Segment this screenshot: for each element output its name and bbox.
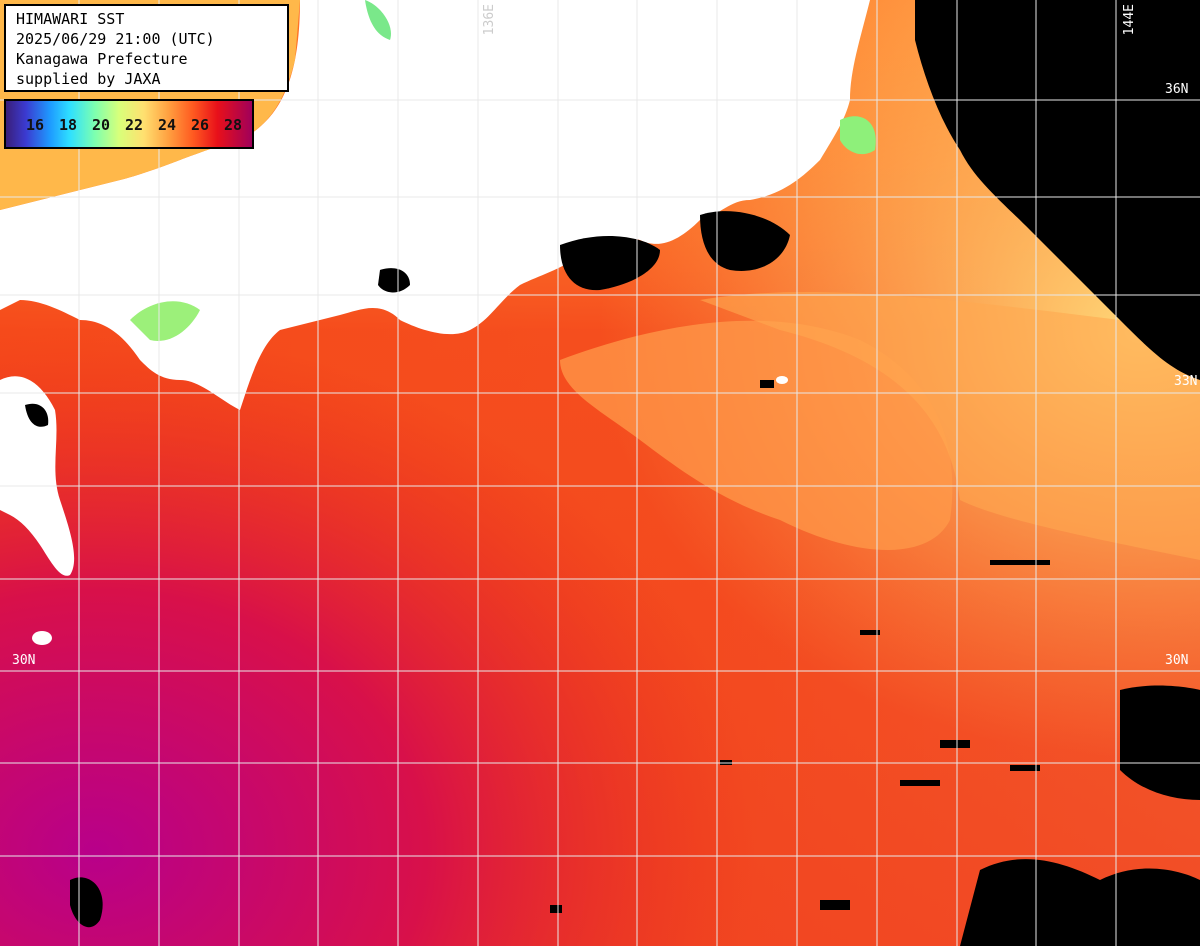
no-data-east [915,0,1200,380]
legend-values: 16 18 20 22 24 26 28 [26,116,257,134]
legend-value: 28 [224,116,243,134]
kuroshio-swirl [560,320,953,550]
legend-value: 16 [26,116,45,134]
coastal-green-patch [130,301,200,341]
info-title: HIMAWARI SST [16,10,125,28]
lat-label-36: 36N [1165,82,1189,97]
no-data-southeast [1120,685,1200,800]
no-data-coast-3 [378,268,410,293]
land-kyushu [0,376,75,576]
legend-value: 24 [158,116,177,134]
no-data-bottom-left [70,877,103,928]
land-islet [32,631,52,645]
legend-value: 18 [59,116,78,134]
lon-label-144: 144E [1122,4,1137,36]
temperature-legend: 16 18 20 22 24 26 28 [4,99,254,149]
info-datetime: 2025/06/29 21:00 (UTC) [16,30,215,48]
info-supplier: supplied by JAXA [16,70,161,88]
no-data-kyushu [25,403,49,427]
legend-value: 26 [191,116,210,134]
lat-label-30-left: 30N [12,653,36,668]
kuroshio-band [700,291,1200,560]
legend-value: 22 [125,116,144,134]
lat-label-30-right: 30N [1165,653,1189,668]
no-data-coast [560,235,660,291]
no-data-coast-2 [700,211,790,271]
land-hachijo [776,376,788,384]
lat-label-33: 33N [1174,374,1198,389]
lon-label-136: 136E [482,4,497,36]
info-box: HIMAWARI SST 2025/06/29 21:00 (UTC) Kana… [4,4,289,92]
coastal-green-patch-2 [840,116,876,155]
coastal-green-patch-3 [365,0,391,40]
land-honshu [0,0,870,410]
info-prefecture: Kanagawa Prefecture [16,50,188,68]
legend-value: 20 [92,116,111,134]
